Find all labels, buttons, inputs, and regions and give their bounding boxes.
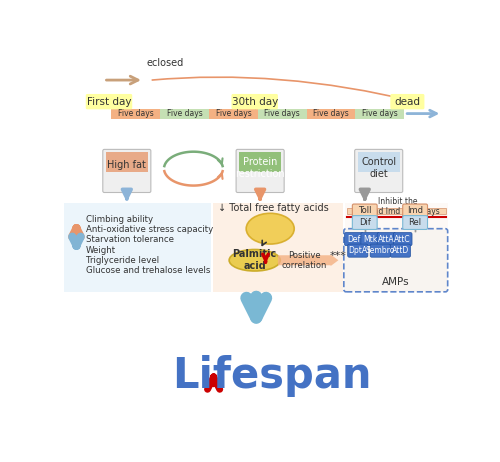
Text: Toll: Toll [358, 207, 372, 215]
Text: Weight: Weight [86, 246, 116, 255]
Text: Inhibit the
Toll and Imd pathways: Inhibit the Toll and Imd pathways [354, 197, 440, 216]
FancyBboxPatch shape [390, 244, 410, 257]
FancyBboxPatch shape [354, 149, 403, 193]
Bar [347, 208, 446, 214]
Text: Five days: Five days [362, 109, 398, 118]
FancyBboxPatch shape [86, 94, 132, 109]
Text: Lifespan: Lifespan [172, 355, 372, 397]
Text: Starvation tolerance: Starvation tolerance [86, 235, 174, 244]
FancyBboxPatch shape [236, 149, 284, 193]
Text: High fat: High fat [108, 160, 146, 170]
Text: Rel: Rel [408, 218, 422, 227]
FancyBboxPatch shape [394, 232, 412, 246]
FancyBboxPatch shape [344, 232, 363, 246]
Bar [62, 146, 450, 205]
Text: Dif: Dif [359, 218, 370, 227]
Bar [112, 109, 160, 119]
Bar [239, 152, 281, 172]
Text: First day: First day [87, 97, 131, 107]
Text: Five days: Five days [313, 109, 349, 118]
Text: Five days: Five days [216, 109, 252, 118]
Text: Climbing ability: Climbing ability [86, 215, 153, 224]
Text: Control
diet: Control diet [361, 157, 396, 179]
Text: Palmitic
acid: Palmitic acid [232, 249, 277, 271]
FancyBboxPatch shape [352, 216, 377, 230]
Ellipse shape [229, 249, 280, 271]
FancyBboxPatch shape [103, 149, 151, 193]
FancyBboxPatch shape [370, 244, 390, 257]
Bar [62, 55, 450, 149]
Text: ***: *** [329, 251, 346, 261]
Text: eclosed: eclosed [147, 58, 184, 68]
Text: dead: dead [394, 97, 420, 107]
Ellipse shape [246, 213, 294, 244]
Text: AttC: AttC [394, 235, 411, 243]
Text: Five days: Five days [166, 109, 202, 118]
FancyBboxPatch shape [348, 244, 368, 257]
Text: Five days: Five days [118, 109, 154, 118]
FancyBboxPatch shape [352, 204, 377, 218]
FancyBboxPatch shape [390, 94, 424, 109]
Text: Mtk: Mtk [363, 235, 378, 243]
Text: ↓ Total free fatty acids: ↓ Total free fatty acids [218, 203, 328, 213]
Bar [106, 152, 148, 172]
Text: AttD: AttD [392, 246, 409, 255]
FancyBboxPatch shape [402, 216, 427, 230]
FancyBboxPatch shape [361, 232, 380, 246]
Bar [213, 203, 343, 292]
Text: Protein
restriction: Protein restriction [236, 157, 285, 179]
Bar [62, 292, 450, 411]
Bar [258, 109, 306, 119]
Bar [358, 152, 400, 172]
FancyBboxPatch shape [344, 229, 448, 292]
FancyArrow shape [278, 255, 338, 266]
Bar [344, 203, 449, 292]
Bar [160, 109, 209, 119]
Text: Def: Def [348, 235, 360, 243]
FancyBboxPatch shape [402, 204, 427, 218]
FancyBboxPatch shape [232, 94, 278, 109]
Text: Five days: Five days [264, 109, 300, 118]
Bar [209, 109, 258, 119]
Bar [306, 109, 356, 119]
Text: 30th day: 30th day [232, 97, 278, 107]
Bar [356, 109, 405, 119]
Bar [64, 203, 212, 292]
Text: Glucose and trehalose levels: Glucose and trehalose levels [86, 266, 210, 274]
FancyBboxPatch shape [377, 232, 396, 246]
Text: Triglyceride level: Triglyceride level [86, 255, 159, 265]
Text: AttA: AttA [378, 235, 395, 243]
Text: Sembro: Sembro [366, 246, 395, 255]
Text: Imd: Imd [407, 207, 423, 215]
Text: Positive
correlation: Positive correlation [282, 250, 327, 270]
Text: DptA: DptA [348, 246, 368, 255]
Text: Anti-oxidative stress capacity: Anti-oxidative stress capacity [86, 225, 213, 234]
Text: AMPs: AMPs [382, 277, 409, 287]
